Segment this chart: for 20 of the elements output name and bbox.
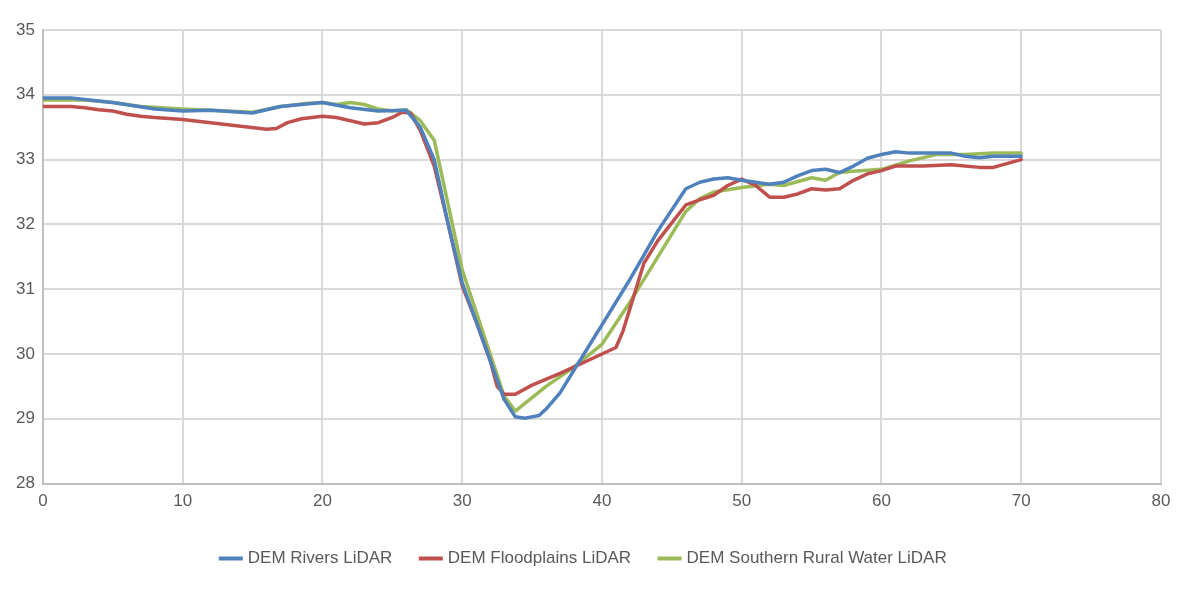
y-tick-label: 28 xyxy=(15,473,35,493)
y-tick-label: 34 xyxy=(15,84,35,104)
legend-label: DEM Southern Rural Water LiDAR xyxy=(686,548,947,568)
y-tick-label: 32 xyxy=(15,214,35,234)
x-tick-label: 10 xyxy=(173,491,193,511)
y-tick-label: 35 xyxy=(15,19,35,39)
legend-label: DEM Rivers LiDAR xyxy=(247,548,393,568)
x-tick-label: 70 xyxy=(1011,491,1031,511)
x-tick-label: 60 xyxy=(872,491,891,511)
x-tick-label: 30 xyxy=(452,491,472,511)
y-tick-label: 31 xyxy=(15,278,35,298)
x-tick-label: 40 xyxy=(592,491,612,511)
x-tick-label: 50 xyxy=(732,491,752,511)
x-tick-label: 20 xyxy=(312,491,332,511)
y-tick-label: 33 xyxy=(15,149,35,169)
x-tick-label: 0 xyxy=(38,491,48,511)
legend-label: DEM Floodplains LiDAR xyxy=(447,548,632,568)
y-tick-label: 29 xyxy=(15,408,35,428)
x-tick-label: 80 xyxy=(1151,491,1171,511)
y-tick-label: 30 xyxy=(15,343,35,363)
